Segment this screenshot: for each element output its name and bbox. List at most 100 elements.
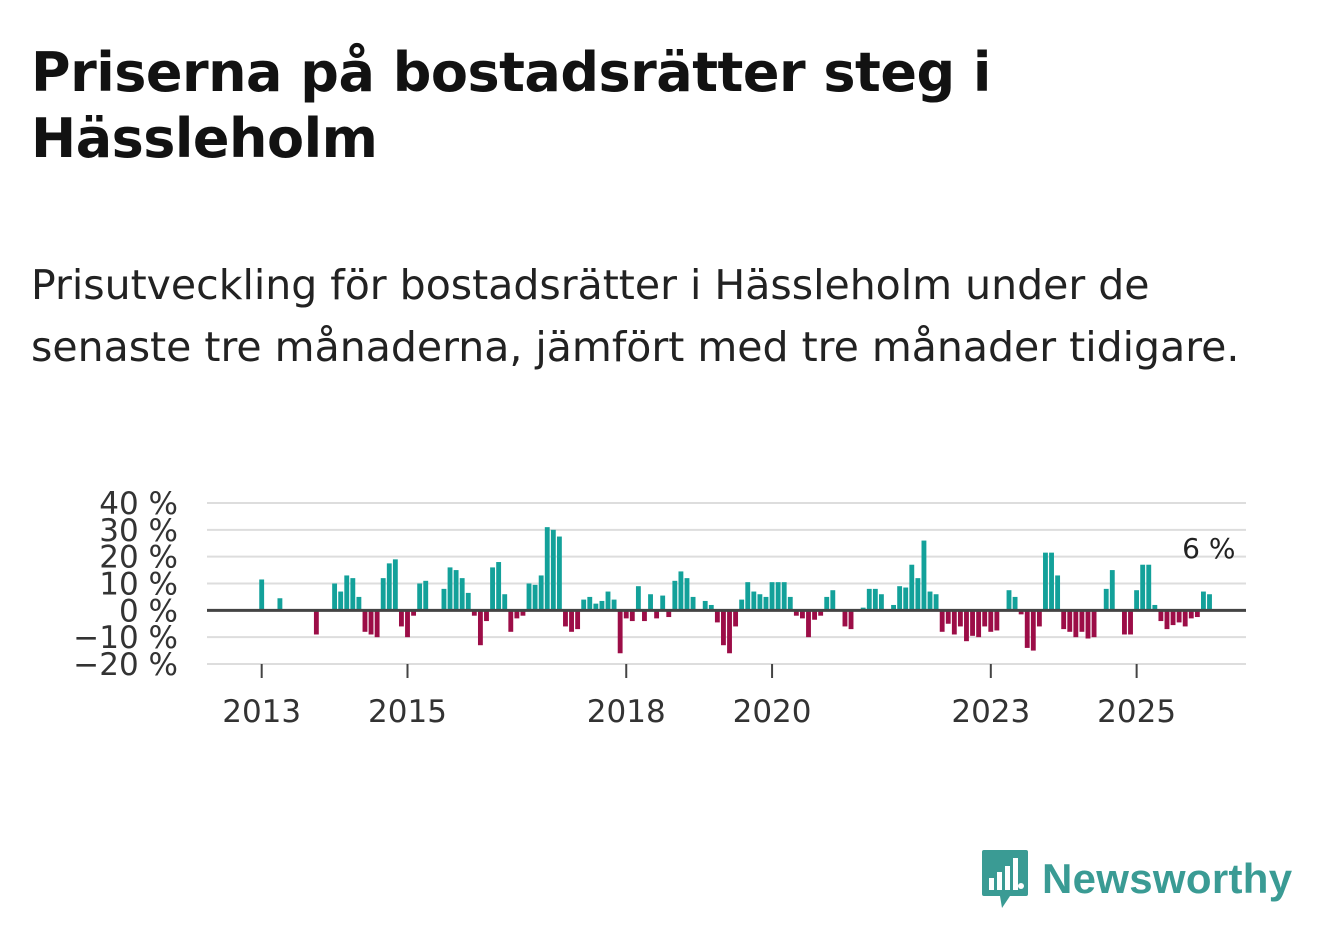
bar: [927, 591, 933, 611]
bar: [666, 610, 672, 618]
brand-name: Newsworthy: [1042, 855, 1293, 902]
bar: [1055, 575, 1061, 611]
bar: [471, 610, 477, 616]
bar: [1073, 610, 1079, 638]
bar: [745, 582, 751, 611]
bar: [502, 594, 508, 611]
bar: [514, 610, 520, 619]
newsworthy-logo: Newsworthy: [980, 848, 1292, 910]
bar: [374, 610, 380, 638]
bar: [903, 587, 909, 611]
bar: [951, 610, 957, 635]
bar: [338, 591, 344, 611]
bar: [1018, 610, 1024, 615]
bar: [678, 571, 684, 611]
bar: [842, 610, 848, 627]
bar: [332, 583, 338, 611]
bar: [648, 594, 653, 611]
bar: [635, 586, 641, 611]
bar: [787, 596, 793, 611]
bar: [775, 582, 781, 611]
bar: [1036, 610, 1042, 627]
bar: [799, 610, 805, 619]
bar-chart-logo-icon: [982, 850, 1028, 908]
bar: [957, 610, 963, 627]
bar: [563, 610, 568, 627]
bar: [1030, 610, 1036, 651]
bar: [1103, 588, 1109, 611]
bar: [569, 610, 574, 632]
bar: [362, 610, 368, 632]
bar: [520, 610, 526, 616]
bar: [313, 610, 319, 635]
bar: [739, 599, 745, 611]
bar: [423, 580, 429, 611]
chart-title: Priserna på bostadsrätter steg i Hässleh…: [31, 41, 991, 170]
bar: [1061, 610, 1067, 630]
bar: [344, 575, 350, 611]
bar: [721, 610, 726, 646]
bar: [921, 540, 927, 611]
x-tick-label: 2023: [951, 694, 1030, 730]
bar: [417, 583, 423, 611]
bar: [818, 610, 824, 616]
bar: [356, 596, 362, 611]
bar: [1158, 610, 1164, 622]
bar: [793, 610, 799, 616]
bar: [1194, 610, 1200, 618]
bar: [1146, 564, 1152, 611]
bar: [1182, 610, 1188, 627]
y-tick-label: 30 %: [99, 513, 178, 549]
bar: [496, 562, 502, 611]
bar: [611, 599, 617, 611]
bar: [690, 596, 696, 611]
y-tick-label: 20 %: [99, 540, 178, 576]
bar: [812, 610, 818, 620]
bar: [1140, 564, 1146, 611]
bar: [544, 527, 550, 611]
bar: [411, 610, 417, 616]
bar: [1091, 610, 1097, 638]
bar: [617, 610, 623, 654]
bar: [453, 570, 459, 611]
bar: [1170, 610, 1176, 626]
bar: [848, 610, 854, 630]
bar: [1200, 591, 1206, 611]
bar: [727, 610, 732, 654]
gridlines: [207, 502, 1246, 665]
bar: [872, 588, 878, 611]
bar: [380, 578, 386, 611]
bar: [587, 596, 593, 611]
x-tick-label: 2013: [222, 694, 301, 730]
x-tick-label: 2020: [733, 694, 812, 730]
bar: [259, 579, 265, 611]
bar: [477, 610, 483, 646]
bar: [392, 559, 398, 611]
bar: [277, 598, 283, 611]
bar: [970, 610, 975, 636]
bar: [581, 599, 587, 611]
bar: [806, 610, 811, 638]
bar: [441, 588, 447, 611]
bar: [1188, 610, 1194, 619]
bar: [386, 563, 392, 611]
bar: [484, 610, 489, 622]
x-tick-label: 2025: [1097, 694, 1176, 730]
bar: [465, 592, 471, 611]
bar: [398, 610, 404, 627]
bar: [976, 610, 982, 638]
bar: [830, 590, 836, 611]
bar: [599, 600, 605, 611]
bar: [550, 529, 556, 611]
bar: [733, 610, 739, 627]
bar: [1085, 610, 1091, 639]
bar: [866, 588, 872, 611]
bar: [672, 580, 678, 611]
bar: [945, 610, 951, 624]
bar: [1024, 610, 1030, 648]
x-tick-label: 2018: [587, 694, 666, 730]
bar: [988, 610, 994, 632]
bar: [350, 578, 356, 611]
bar: [1043, 552, 1048, 611]
bar: [708, 604, 714, 611]
